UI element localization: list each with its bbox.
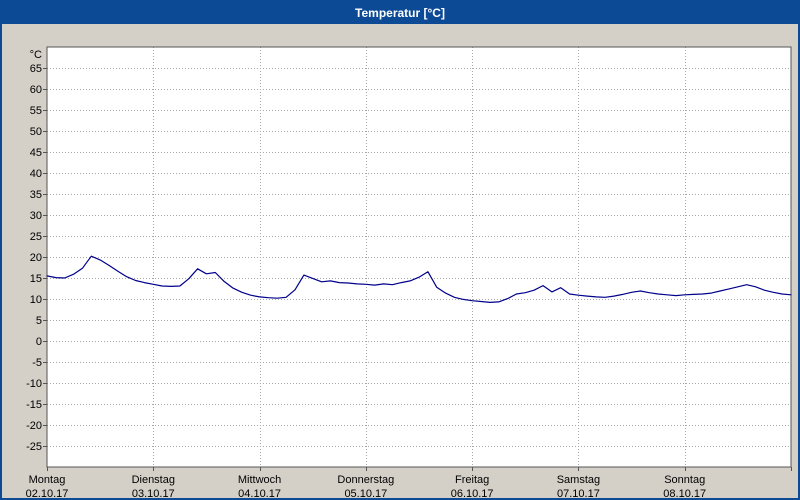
- day-date-label: 04.10.17: [238, 488, 281, 498]
- svg-text:-20: -20: [26, 420, 42, 432]
- day-date-label: 03.10.17: [132, 488, 175, 498]
- svg-text:35: 35: [30, 189, 42, 201]
- window-titlebar[interactable]: Temperatur [°C]: [2, 2, 798, 24]
- svg-text:30: 30: [30, 210, 42, 222]
- day-name-label: Dienstag: [132, 474, 175, 486]
- svg-text:65: 65: [30, 63, 42, 75]
- day-date-label: 07.10.17: [557, 488, 600, 498]
- svg-text:10: 10: [30, 294, 42, 306]
- temperature-line: [46, 255, 792, 303]
- svg-text:50: 50: [30, 126, 42, 138]
- svg-text:45: 45: [30, 147, 42, 159]
- y-axis-unit: °C: [30, 49, 42, 61]
- svg-text:15: 15: [30, 273, 42, 285]
- day-name-label: Donnerstag: [337, 474, 394, 486]
- day-name-label: Montag: [29, 474, 66, 486]
- svg-text:55: 55: [30, 105, 42, 117]
- day-name-label: Freitag: [455, 474, 489, 486]
- svg-text:20: 20: [30, 252, 42, 264]
- day-date-label: 05.10.17: [344, 488, 387, 498]
- svg-text:5: 5: [36, 315, 42, 327]
- day-name-label: Sonntag: [664, 474, 705, 486]
- svg-text:-5: -5: [32, 357, 42, 369]
- svg-text:-10: -10: [26, 378, 42, 390]
- day-date-label: 08.10.17: [663, 488, 706, 498]
- svg-text:-25: -25: [26, 441, 42, 453]
- svg-text:60: 60: [30, 84, 42, 96]
- temperature-chart: °C65605550454035302520151050-5-10-15-20-…: [26, 46, 792, 498]
- svg-text:40: 40: [30, 168, 42, 180]
- svg-text:0: 0: [36, 336, 42, 348]
- chart-area: °C 65 60 55 50 45 40 35 30 25 20 15 10 5 0 -5 -10 -15 -20-…: [2, 24, 798, 498]
- day-name-label: Samstag: [557, 474, 600, 486]
- svg-text:-15: -15: [26, 399, 42, 411]
- svg-text:25: 25: [30, 231, 42, 243]
- day-date-label: 02.10.17: [26, 488, 69, 498]
- day-date-label: 06.10.17: [451, 488, 494, 498]
- day-name-label: Mittwoch: [238, 474, 281, 486]
- window-title: Temperatur [°C]: [355, 6, 445, 20]
